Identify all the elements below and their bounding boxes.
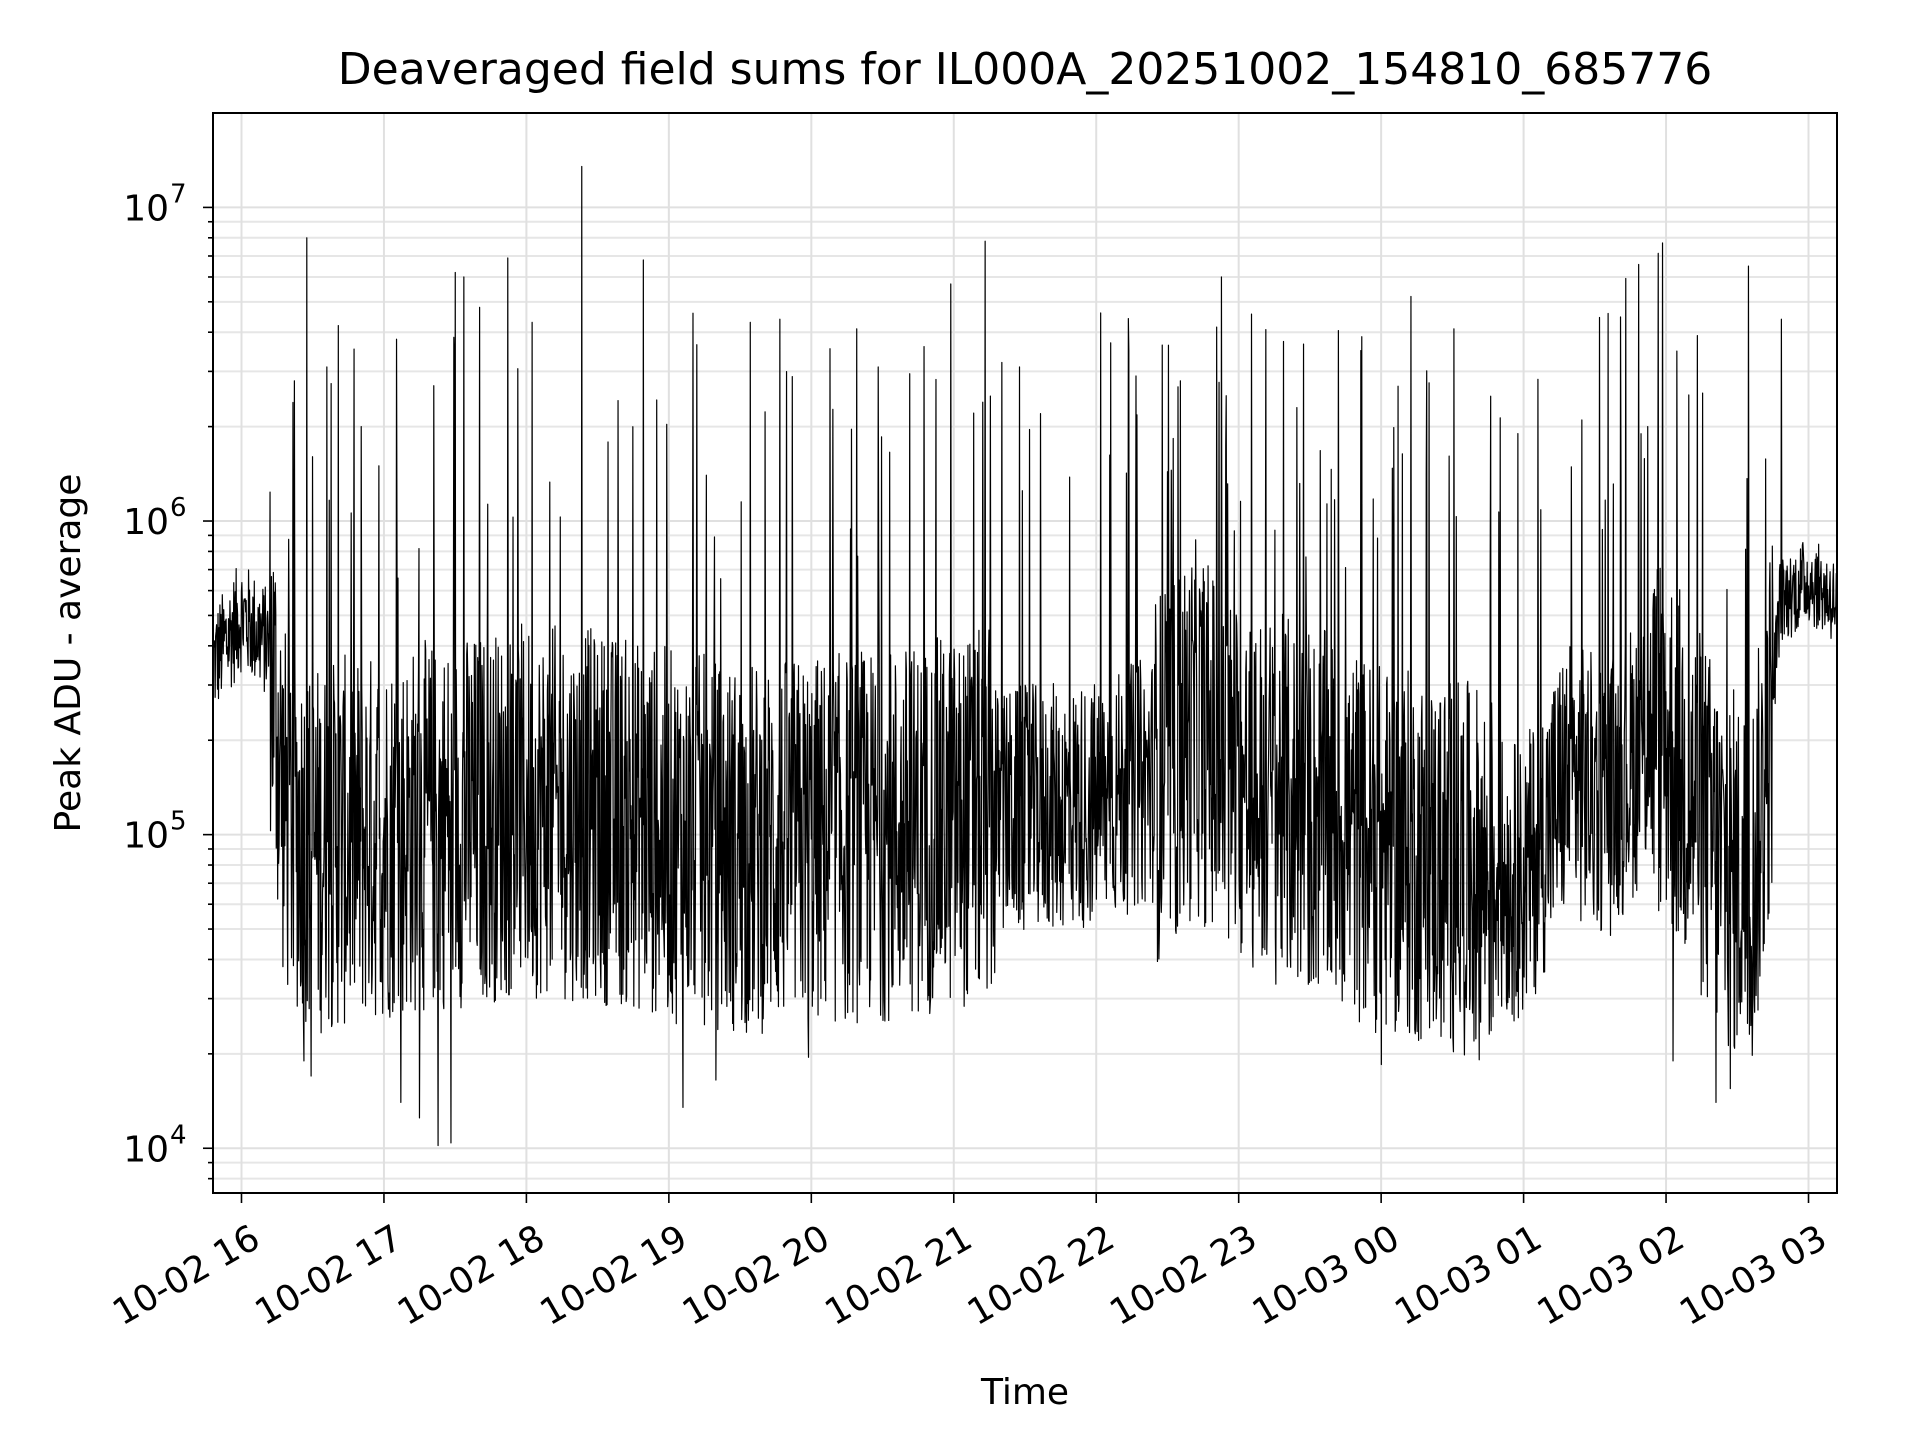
y-tick-label-exponent: 7	[170, 179, 187, 209]
y-tick-label-exponent: 4	[170, 1120, 187, 1150]
x-axis-label: Time	[980, 1372, 1069, 1413]
chart-title: Deaveraged field sums for IL000A_2025100…	[338, 44, 1712, 95]
series-layer	[213, 165, 1837, 1147]
series-line	[213, 165, 1837, 1147]
y-axis-label: Peak ADU - average	[48, 474, 89, 833]
y-tick-label: 10	[123, 1129, 169, 1170]
y-tick-label: 10	[123, 816, 169, 857]
y-tick-label: 10	[123, 502, 169, 543]
plot-frame	[212, 112, 1838, 1194]
y-tick-label: 10	[123, 188, 169, 229]
y-tick-label-exponent: 5	[170, 807, 187, 837]
y-tick-label-exponent: 6	[170, 493, 187, 523]
